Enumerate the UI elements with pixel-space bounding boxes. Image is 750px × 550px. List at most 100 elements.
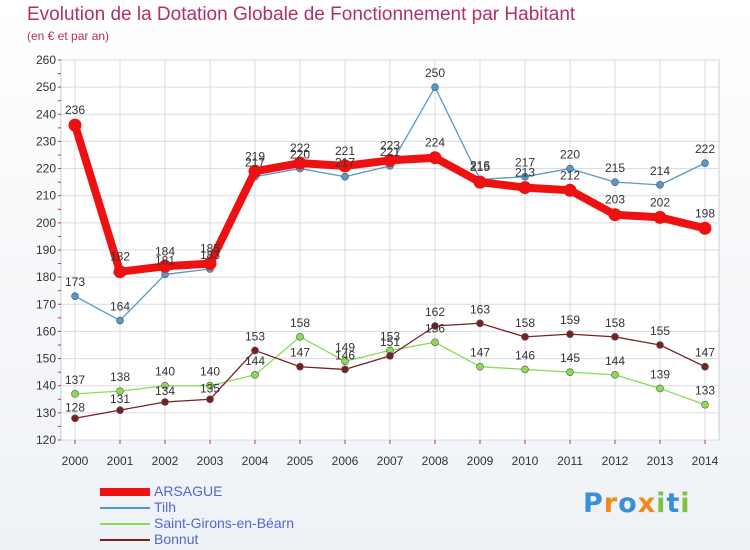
- data-label: 146: [335, 348, 355, 362]
- data-point: [206, 395, 214, 404]
- data-point: [476, 319, 484, 328]
- data-label: 198: [695, 206, 715, 220]
- data-point: [206, 381, 214, 390]
- y-tick-label: 140: [36, 379, 56, 393]
- data-point: [656, 384, 664, 393]
- data-label: 163: [470, 302, 490, 316]
- y-tick-label: 180: [36, 270, 56, 284]
- data-label: 220: [290, 148, 310, 162]
- data-label: 182: [110, 250, 130, 264]
- data-point: [518, 181, 532, 195]
- data-label: 139: [650, 367, 670, 381]
- logo-letter: r: [603, 488, 619, 519]
- x-tick-label: 2008: [422, 454, 449, 468]
- data-label: 153: [380, 329, 400, 343]
- data-label: 159: [560, 313, 580, 327]
- data-point: [71, 414, 79, 423]
- data-point: [611, 333, 619, 341]
- y-tick-label: 170: [36, 297, 56, 311]
- logo-letter: o: [618, 488, 638, 519]
- data-point: [338, 159, 352, 173]
- data-label: 147: [695, 346, 715, 360]
- data-label: 224: [425, 136, 445, 150]
- data-label: 135: [200, 381, 220, 395]
- data-label: 220: [560, 148, 580, 162]
- data-label: 151: [380, 335, 400, 349]
- x-tick-label: 2005: [287, 454, 314, 468]
- data-label: 144: [605, 354, 625, 368]
- data-label: 217: [335, 156, 355, 170]
- y-tick-label: 260: [36, 53, 56, 67]
- data-label: 184: [155, 244, 175, 258]
- data-label: 131: [110, 392, 130, 406]
- x-tick-label: 2010: [512, 454, 539, 468]
- data-label: 223: [380, 138, 400, 152]
- logo-letter: i: [656, 488, 667, 519]
- data-point: [476, 362, 484, 371]
- data-point: [116, 387, 124, 395]
- data-point: [71, 292, 79, 300]
- data-point: [701, 400, 709, 409]
- data-point: [653, 210, 667, 224]
- data-point: [71, 390, 79, 398]
- data-label: 162: [425, 305, 445, 319]
- y-tick-label: 130: [36, 406, 56, 420]
- data-label: 147: [290, 346, 310, 360]
- y-tick-label: 200: [36, 216, 56, 230]
- data-point: [431, 322, 439, 330]
- data-point: [521, 365, 529, 374]
- data-label: 203: [605, 193, 625, 207]
- logo-letter: i: [680, 488, 691, 519]
- data-point: [521, 172, 529, 181]
- logo-letter: x: [637, 488, 657, 519]
- data-point: [293, 156, 307, 170]
- data-label: 183: [200, 248, 220, 262]
- chart-subtitle: (en € et par an): [27, 29, 110, 43]
- x-tick-label: 2012: [602, 454, 629, 468]
- data-label: 202: [650, 195, 670, 209]
- data-label: 221: [335, 144, 355, 158]
- data-label: 149: [335, 340, 355, 354]
- data-label: 138: [110, 370, 130, 384]
- x-tick-label: 2004: [242, 454, 269, 468]
- x-tick-label: 2007: [377, 454, 404, 468]
- data-point: [161, 398, 169, 406]
- y-tick-label: 230: [36, 134, 56, 148]
- data-label: 128: [65, 400, 85, 414]
- data-label: 158: [515, 316, 535, 330]
- x-tick-label: 2006: [332, 454, 359, 468]
- data-label: 164: [110, 300, 130, 314]
- data-point: [386, 352, 394, 360]
- data-label: 147: [470, 346, 490, 360]
- data-label: 217: [245, 156, 265, 170]
- legend-swatch: [100, 523, 150, 525]
- data-label: 145: [560, 351, 580, 365]
- data-point: [656, 181, 664, 189]
- legend-item: Saint-Girons-en-Béarn: [100, 515, 400, 532]
- legend-swatch: [100, 539, 150, 541]
- data-label: 133: [695, 384, 715, 398]
- data-label: 144: [245, 354, 265, 368]
- data-point: [158, 259, 172, 273]
- data-label: 140: [155, 365, 175, 379]
- data-point: [701, 159, 709, 167]
- y-tick-label: 150: [36, 352, 56, 366]
- data-label: 212: [560, 168, 580, 182]
- data-point: [251, 371, 259, 379]
- data-point: [251, 346, 259, 355]
- data-point: [611, 178, 619, 186]
- logo-letter: t: [666, 488, 681, 519]
- x-tick-label: 2001: [107, 454, 134, 468]
- x-tick-label: 2009: [467, 454, 494, 468]
- x-tick-label: 2000: [62, 454, 89, 468]
- data-label: 250: [425, 66, 445, 80]
- legend-swatch: [100, 507, 150, 509]
- data-label: 153: [245, 329, 265, 343]
- data-label: 137: [65, 373, 85, 387]
- legend-label: Tilh: [154, 499, 177, 515]
- data-point: [113, 265, 127, 279]
- data-label: 236: [65, 103, 85, 117]
- data-label: 214: [650, 164, 670, 178]
